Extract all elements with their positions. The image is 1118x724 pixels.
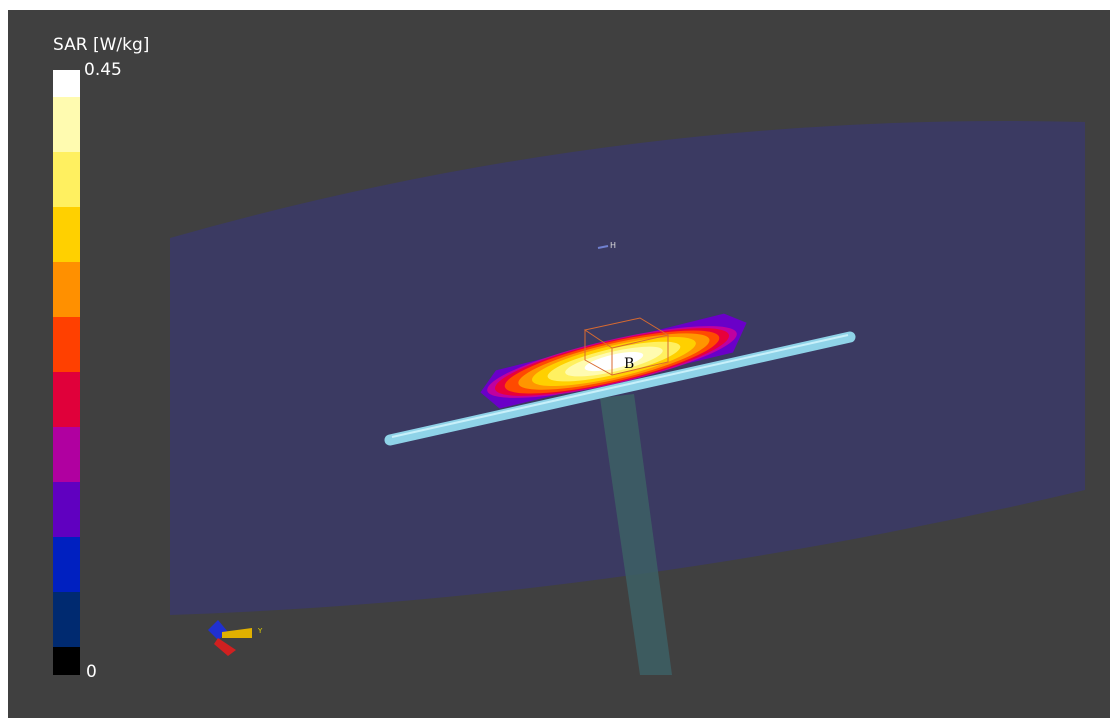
- axis-triad: Y: [208, 620, 263, 656]
- support-pole: [600, 394, 672, 675]
- sar-distribution: [480, 313, 747, 409]
- axis-label: Y: [257, 627, 263, 635]
- probe-box: [583, 317, 670, 376]
- dipole-antenna: [384, 331, 856, 446]
- box-label: B: [624, 356, 634, 372]
- source-marker: [597, 245, 609, 249]
- source-label: H: [610, 241, 616, 250]
- colorbar-title: SAR [W/kg]: [53, 35, 149, 55]
- dipole-highlight: [391, 334, 849, 438]
- sar-band: [584, 351, 644, 372]
- colorbar-max: 0.45: [84, 60, 122, 80]
- colorbar: [53, 70, 80, 675]
- colorbar-min: 0: [86, 662, 97, 682]
